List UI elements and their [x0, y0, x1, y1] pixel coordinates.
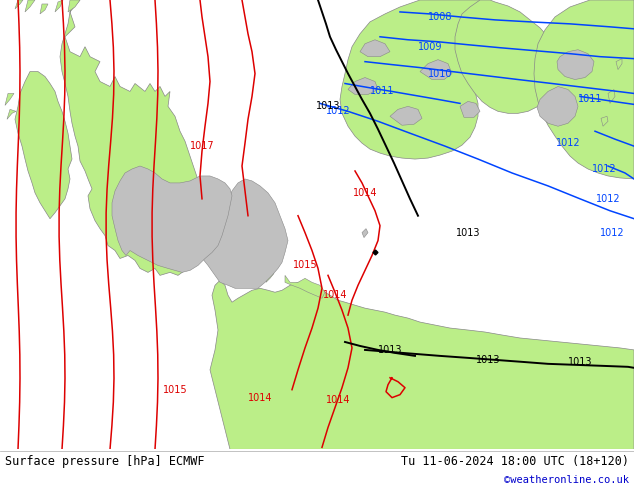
Polygon shape	[258, 275, 266, 285]
Polygon shape	[15, 72, 72, 219]
Polygon shape	[210, 280, 634, 449]
Polygon shape	[15, 0, 23, 9]
Polygon shape	[601, 116, 608, 126]
Polygon shape	[608, 90, 615, 103]
Polygon shape	[266, 273, 274, 282]
Text: 1014: 1014	[323, 290, 347, 300]
Polygon shape	[175, 179, 288, 288]
Text: 1008: 1008	[428, 12, 452, 22]
Text: 1011: 1011	[578, 95, 602, 104]
Text: 1013: 1013	[378, 345, 402, 355]
Text: 1014: 1014	[326, 394, 350, 405]
Polygon shape	[557, 49, 594, 79]
Text: 1009: 1009	[418, 42, 443, 52]
Text: 1013: 1013	[568, 357, 592, 367]
Text: 1011: 1011	[370, 86, 394, 97]
Polygon shape	[362, 229, 368, 238]
Polygon shape	[7, 109, 16, 119]
Text: 1012: 1012	[326, 106, 351, 116]
Polygon shape	[420, 60, 452, 79]
Text: 1012: 1012	[600, 228, 624, 238]
Polygon shape	[616, 59, 622, 70]
Text: 1015: 1015	[293, 260, 317, 270]
Polygon shape	[360, 40, 390, 57]
Polygon shape	[460, 101, 480, 117]
Text: Surface pressure [hPa] ECMWF: Surface pressure [hPa] ECMWF	[5, 455, 205, 468]
Polygon shape	[285, 275, 325, 298]
Polygon shape	[537, 87, 578, 126]
Text: 1017: 1017	[190, 141, 214, 151]
Text: 1014: 1014	[248, 392, 272, 403]
Text: ©weatheronline.co.uk: ©weatheronline.co.uk	[504, 475, 629, 485]
Polygon shape	[40, 4, 48, 14]
Polygon shape	[455, 0, 562, 113]
Text: 1014: 1014	[353, 188, 377, 198]
Polygon shape	[534, 0, 634, 179]
Polygon shape	[390, 106, 422, 125]
Polygon shape	[68, 0, 80, 12]
Text: Tu 11-06-2024 18:00 UTC (18+120): Tu 11-06-2024 18:00 UTC (18+120)	[401, 455, 629, 468]
Text: 1013: 1013	[316, 101, 340, 111]
Polygon shape	[112, 166, 232, 272]
Polygon shape	[25, 0, 35, 12]
Text: 1015: 1015	[163, 385, 187, 394]
Polygon shape	[5, 94, 14, 105]
Text: 1012: 1012	[592, 164, 616, 174]
Polygon shape	[340, 0, 490, 159]
Text: 1013: 1013	[456, 228, 480, 238]
Text: 1012: 1012	[596, 194, 620, 204]
Text: 1013: 1013	[476, 355, 500, 365]
Polygon shape	[348, 77, 378, 95]
Text: 1012: 1012	[555, 138, 580, 148]
Polygon shape	[55, 0, 63, 12]
Text: 1010: 1010	[428, 69, 452, 78]
Polygon shape	[60, 0, 210, 275]
